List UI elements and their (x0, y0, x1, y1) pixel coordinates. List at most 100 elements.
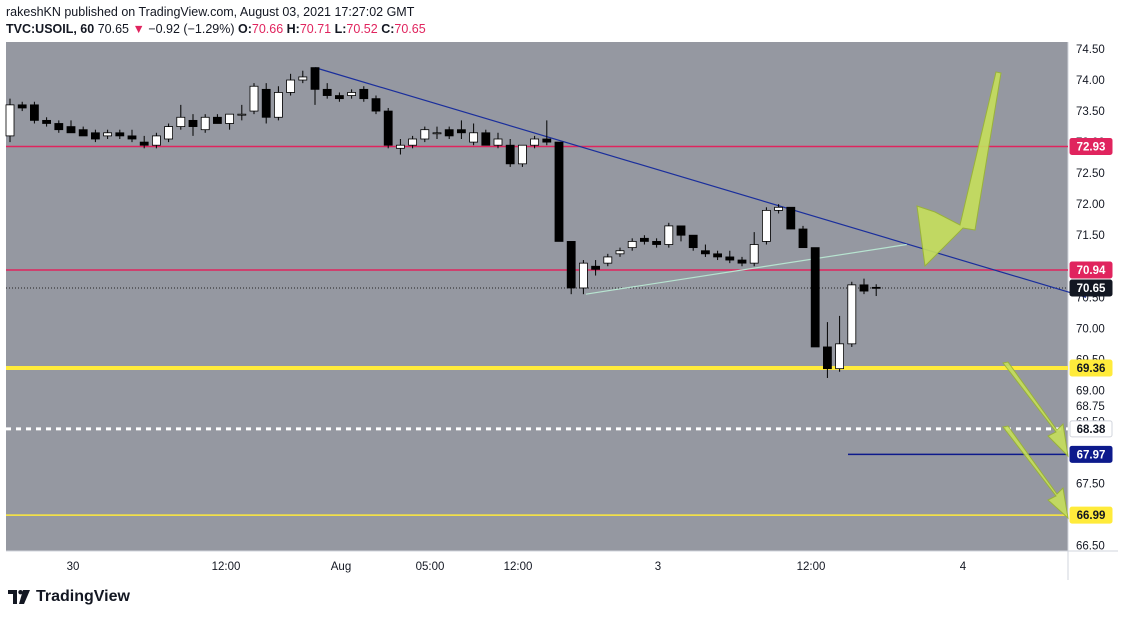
candle (395, 139, 405, 155)
candle (5, 98, 15, 143)
price-tick: 66.50 (1076, 541, 1105, 553)
price-badge-label: 69.36 (1077, 363, 1106, 375)
candle (359, 86, 369, 102)
candle (627, 238, 637, 251)
candle (493, 132, 503, 149)
candle (871, 284, 881, 297)
candle (456, 120, 466, 140)
candle (640, 235, 649, 245)
close-label: C: (381, 22, 395, 36)
candle (505, 139, 515, 167)
candle (615, 247, 625, 257)
candle (518, 144, 527, 167)
candle (200, 114, 210, 133)
price-badge (1069, 506, 1113, 524)
price-tick: 67.50 (1076, 478, 1105, 490)
candle (176, 104, 186, 130)
candle (676, 225, 686, 242)
time-tick: 4 (960, 561, 967, 573)
candle (54, 120, 64, 133)
candles (5, 67, 881, 378)
candle (164, 123, 174, 143)
candle (322, 83, 332, 99)
candle (334, 92, 344, 102)
high-value: 70.71 (299, 22, 332, 36)
horizontal-lines (6, 145, 1068, 516)
price-tick: 68.75 (1076, 401, 1105, 413)
price-tick: 72.50 (1076, 168, 1105, 180)
arrow-to-66-99-icon[interactable] (1002, 425, 1069, 520)
symbol-ohlc-line: TVC:USOIL, 60 70.65 ▼ −0.92 (−1.29%) O:7… (6, 21, 426, 38)
candle (664, 222, 674, 248)
price-badge-label: 67.97 (1077, 449, 1106, 461)
symbol-name[interactable]: TVC:USOIL, 60 (6, 22, 95, 36)
candle (566, 241, 576, 295)
candle (554, 141, 564, 242)
candle (139, 135, 149, 149)
descending-trendline[interactable] (314, 67, 1087, 298)
candle (810, 247, 820, 348)
candle (847, 281, 857, 347)
candle (371, 95, 381, 115)
candle (298, 70, 308, 84)
candle (17, 101, 27, 112)
price-badge (1069, 279, 1113, 297)
low-value: 70.52 (346, 22, 378, 36)
price-labels: 72.93 70.94 70.65 69.36 68.38 67.97 66.99 (1069, 137, 1113, 524)
candle (823, 322, 832, 378)
price-badge-label: 72.93 (1077, 141, 1106, 153)
candle (859, 278, 869, 295)
candle (29, 101, 39, 124)
plot-area[interactable] (6, 42, 1068, 551)
candle (310, 67, 320, 105)
candle (579, 260, 588, 295)
open-label: O: (237, 22, 252, 36)
candle (42, 117, 51, 127)
time-tick: 30 (67, 561, 80, 573)
tradingview-logo-icon (8, 590, 30, 604)
arrow-to-67-97-icon[interactable] (1002, 361, 1069, 458)
price-badge (1069, 359, 1113, 377)
candle (701, 244, 710, 257)
footer-brand: TradingView (8, 588, 130, 606)
price-badge-label: 68.38 (1077, 424, 1106, 436)
ascending-trendline[interactable] (585, 243, 907, 295)
price-tick: 71.50 (1076, 230, 1105, 242)
candle (127, 129, 137, 143)
candle (188, 114, 198, 136)
candle (762, 207, 771, 245)
candle (151, 132, 161, 149)
price-tick: 74.00 (1076, 75, 1105, 87)
price-badge-label: 66.99 (1077, 510, 1106, 522)
price-badge-label: 70.65 (1077, 283, 1106, 295)
candle (420, 126, 430, 143)
time-tick: 12:00 (212, 561, 241, 573)
candle (774, 204, 783, 214)
time-axis[interactable]: 30 12:00 Aug 05:00 12:00 3 12:00 4 (67, 561, 967, 573)
candle (91, 129, 100, 143)
candle (249, 83, 259, 115)
price-badge (1069, 137, 1113, 155)
candle (432, 126, 442, 140)
candle (347, 89, 357, 99)
open-value: 70.66 (251, 22, 284, 36)
candle (530, 135, 539, 149)
price-badge (1069, 261, 1113, 279)
candle (652, 238, 661, 248)
candle (286, 73, 296, 96)
last-price: 70.65 (97, 22, 129, 36)
time-tick: 3 (655, 561, 661, 573)
brand-name: TradingView (36, 588, 130, 605)
candle (713, 250, 722, 261)
big-down-arrow-icon[interactable] (916, 71, 1002, 268)
annotation-arrows (916, 71, 1069, 520)
time-tick: Aug (331, 561, 351, 573)
candle (798, 225, 808, 249)
trendlines (314, 67, 1087, 298)
price-tick: 69.00 (1076, 385, 1105, 397)
price-tick: 70.00 (1076, 323, 1105, 335)
candle (835, 315, 844, 372)
time-tick: 05:00 (416, 561, 445, 573)
price-axis[interactable]: 74.5074.0073.5073.0072.5072.0071.5071.00… (1076, 44, 1105, 553)
